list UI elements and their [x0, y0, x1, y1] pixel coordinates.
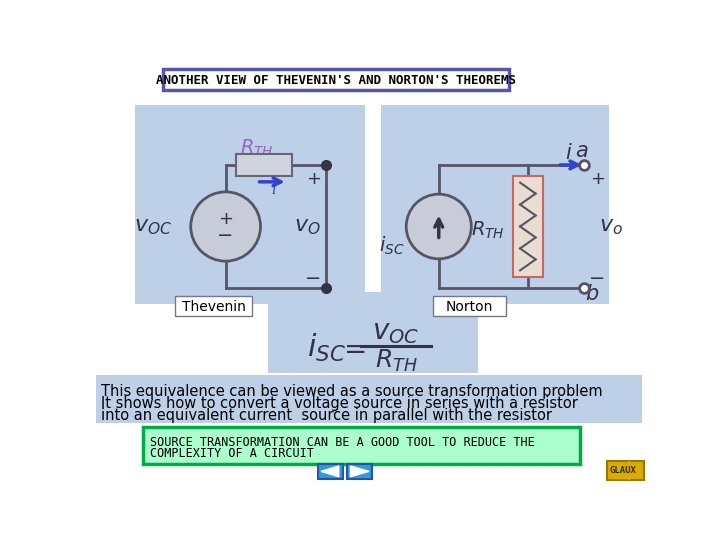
FancyBboxPatch shape [347, 464, 372, 479]
Text: $=$: $=$ [338, 334, 366, 362]
Text: −: − [305, 269, 321, 288]
Text: $a$: $a$ [575, 141, 589, 160]
FancyBboxPatch shape [135, 105, 365, 303]
Polygon shape [351, 466, 369, 477]
Text: COMPLEXITY OF A CIRCUIT: COMPLEXITY OF A CIRCUIT [150, 448, 315, 461]
Text: $b$: $b$ [585, 284, 599, 304]
FancyBboxPatch shape [96, 375, 642, 423]
Text: GLAUX: GLAUX [610, 466, 636, 475]
FancyBboxPatch shape [433, 296, 506, 316]
Text: +: + [590, 170, 605, 188]
FancyBboxPatch shape [318, 464, 343, 479]
FancyBboxPatch shape [269, 292, 477, 373]
Circle shape [191, 192, 261, 261]
Polygon shape [629, 461, 642, 480]
Text: ANOTHER VIEW OF THEVENIN'S AND NORTON'S THEOREMS: ANOTHER VIEW OF THEVENIN'S AND NORTON'S … [156, 73, 516, 87]
FancyBboxPatch shape [513, 176, 543, 278]
Text: This equivalence can be viewed as a source transformation problem: This equivalence can be viewed as a sour… [101, 383, 603, 399]
Text: SOURCE TRANSFORMATION CAN BE A GOOD TOOL TO REDUCE THE: SOURCE TRANSFORMATION CAN BE A GOOD TOOL… [150, 436, 535, 449]
Text: $v_o$: $v_o$ [599, 215, 623, 238]
Circle shape [406, 194, 472, 259]
Polygon shape [609, 464, 629, 477]
Text: It shows how to convert a voltage source in series with a resistor: It shows how to convert a voltage source… [101, 396, 577, 411]
FancyBboxPatch shape [381, 105, 609, 303]
Text: into an equivalent current  source in parallel with the resistor: into an equivalent current source in par… [101, 408, 552, 423]
FancyBboxPatch shape [607, 461, 644, 480]
Text: −: − [590, 269, 606, 288]
Text: +: + [306, 170, 320, 188]
Polygon shape [321, 466, 339, 477]
Text: Norton: Norton [446, 300, 493, 314]
Text: −: − [217, 226, 234, 245]
Text: $i$: $i$ [565, 143, 573, 163]
Text: +: + [218, 210, 233, 228]
Text: $R_{TH}$: $R_{TH}$ [374, 348, 418, 374]
FancyBboxPatch shape [236, 154, 292, 176]
Text: $v_{OC}$: $v_{OC}$ [372, 319, 420, 346]
Text: i: i [271, 183, 276, 197]
Text: $i_{SC}$: $i_{SC}$ [379, 234, 405, 257]
Text: $i_{SC}$: $i_{SC}$ [307, 332, 346, 364]
FancyBboxPatch shape [163, 69, 509, 90]
Text: $v_O$: $v_O$ [294, 215, 320, 238]
FancyBboxPatch shape [175, 296, 252, 316]
Text: $R_{TH}$: $R_{TH}$ [471, 220, 505, 241]
Text: $R_{TH}$: $R_{TH}$ [240, 137, 274, 159]
FancyBboxPatch shape [143, 427, 580, 464]
Text: $v_{OC}$: $v_{OC}$ [135, 215, 173, 238]
Text: Thevenin: Thevenin [182, 300, 246, 314]
